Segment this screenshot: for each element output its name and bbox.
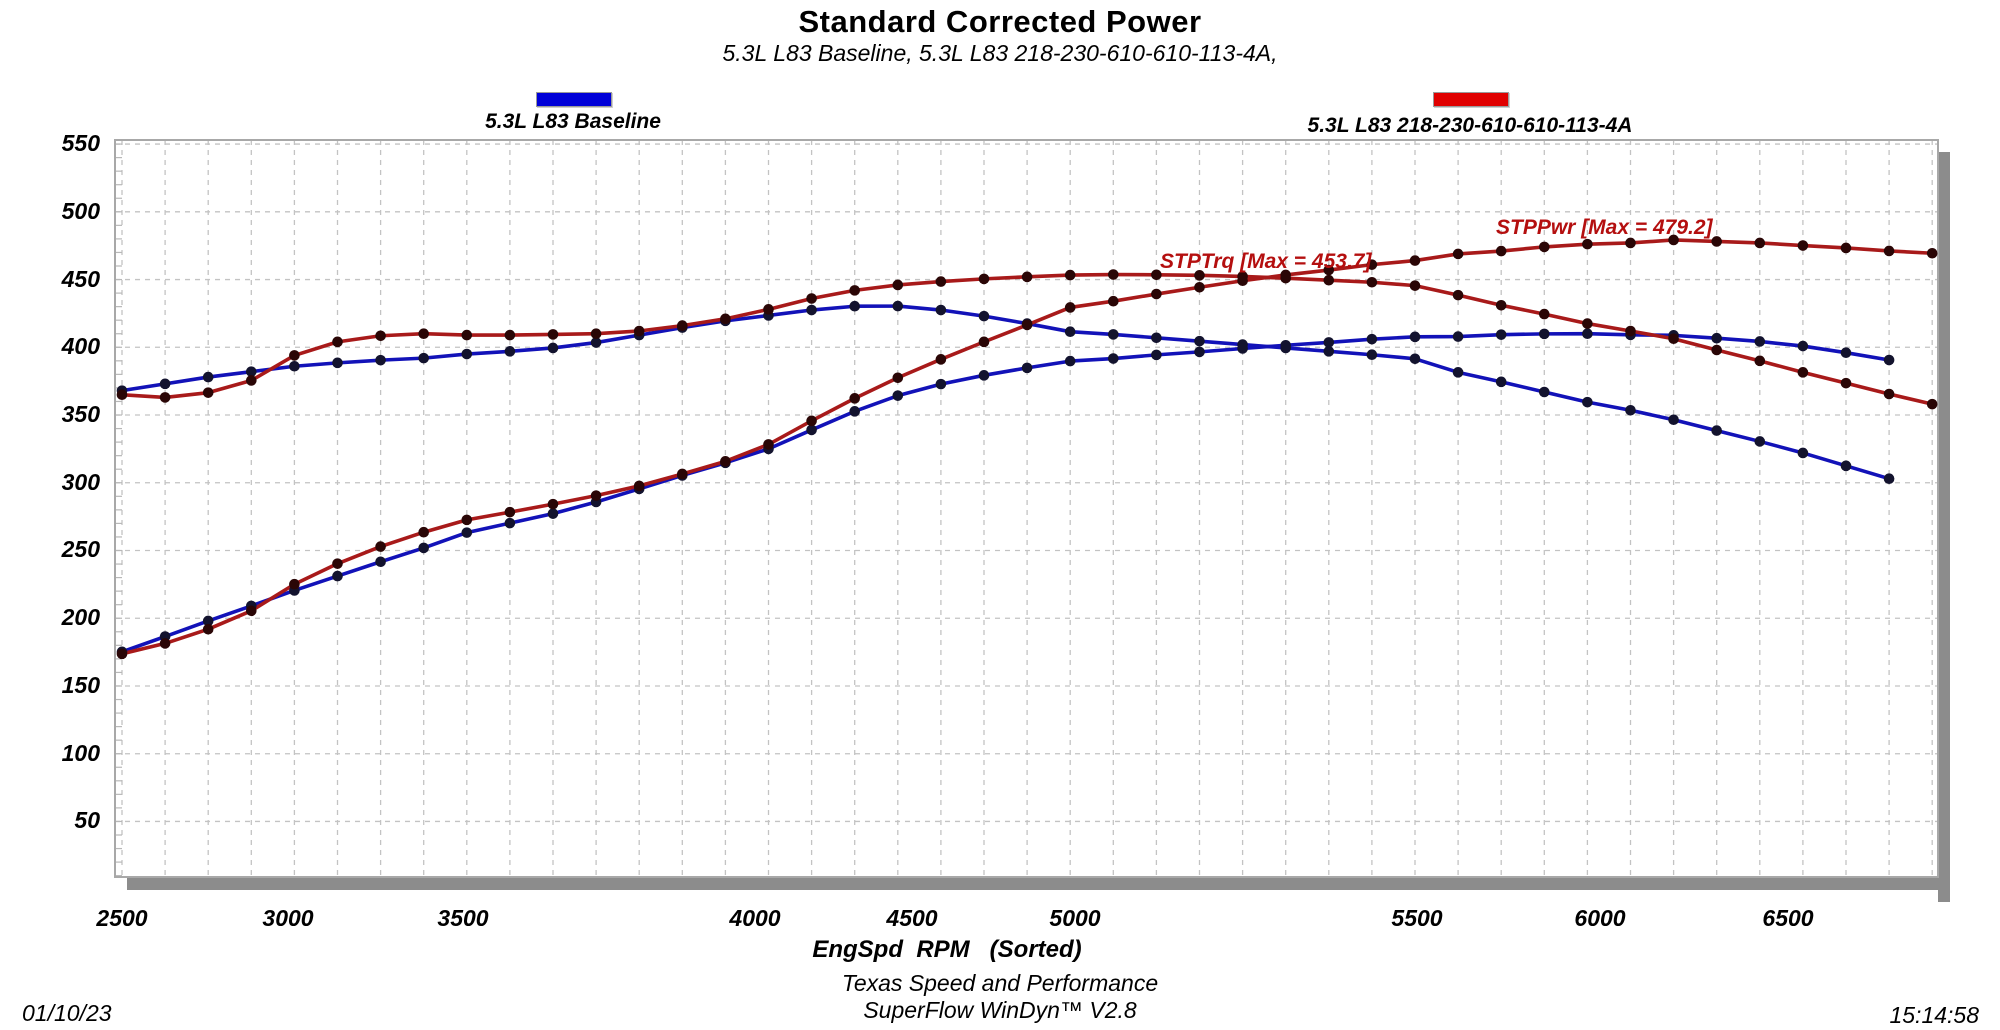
legend-label-baseline: 5.3L L83 Baseline	[485, 110, 661, 133]
legend-swatch-cam	[1433, 92, 1509, 107]
y-tick-350: 350	[61, 401, 100, 428]
x-tick-2500: 2500	[96, 905, 148, 931]
y-tick-550: 550	[61, 130, 100, 157]
y-tick-50: 50	[74, 807, 100, 834]
legend-label-cam: 5.3L L83 218-230-610-610-113-4A	[1307, 114, 1633, 137]
annotation-torque-max: STPTrq [Max = 453.7]	[1160, 250, 1372, 273]
x-tick-3500: 3500	[437, 905, 489, 931]
x-tick-6500: 6500	[1762, 905, 1814, 931]
footer-software: SuperFlow WinDyn™ V2.8	[863, 997, 1137, 1023]
footer-date: 01/10/23	[22, 1000, 112, 1026]
y-tick-150: 150	[61, 671, 100, 698]
x-tick-4500: 4500	[886, 905, 938, 931]
x-axis-title: EngSpd RPM (Sorted)	[812, 936, 1082, 963]
y-tick-500: 500	[61, 197, 100, 224]
footer-time: 15:14:58	[1889, 1002, 1979, 1028]
legend-swatch-baseline	[536, 92, 612, 107]
y-tick-300: 300	[61, 468, 100, 495]
x-tick-5500: 5500	[1391, 905, 1443, 931]
footer-company: Texas Speed and Performance	[841, 970, 1159, 996]
y-tick-200: 200	[61, 604, 100, 631]
annotation-power-max: STPPwr [Max = 479.2]	[1496, 216, 1713, 239]
x-tick-6000: 6000	[1574, 905, 1626, 931]
y-tick-450: 450	[61, 265, 100, 292]
x-tick-5000: 5000	[1049, 905, 1101, 931]
page-title: Standard Corrected Power	[798, 4, 1202, 39]
x-tick-4000: 4000	[729, 905, 781, 931]
y-tick-250: 250	[61, 536, 100, 563]
y-tick-400: 400	[61, 333, 100, 360]
x-tick-3000: 3000	[262, 905, 314, 931]
y-tick-100: 100	[61, 739, 100, 766]
page-subtitle: 5.3L L83 Baseline, 5.3L L83 218-230-610-…	[722, 40, 1278, 66]
